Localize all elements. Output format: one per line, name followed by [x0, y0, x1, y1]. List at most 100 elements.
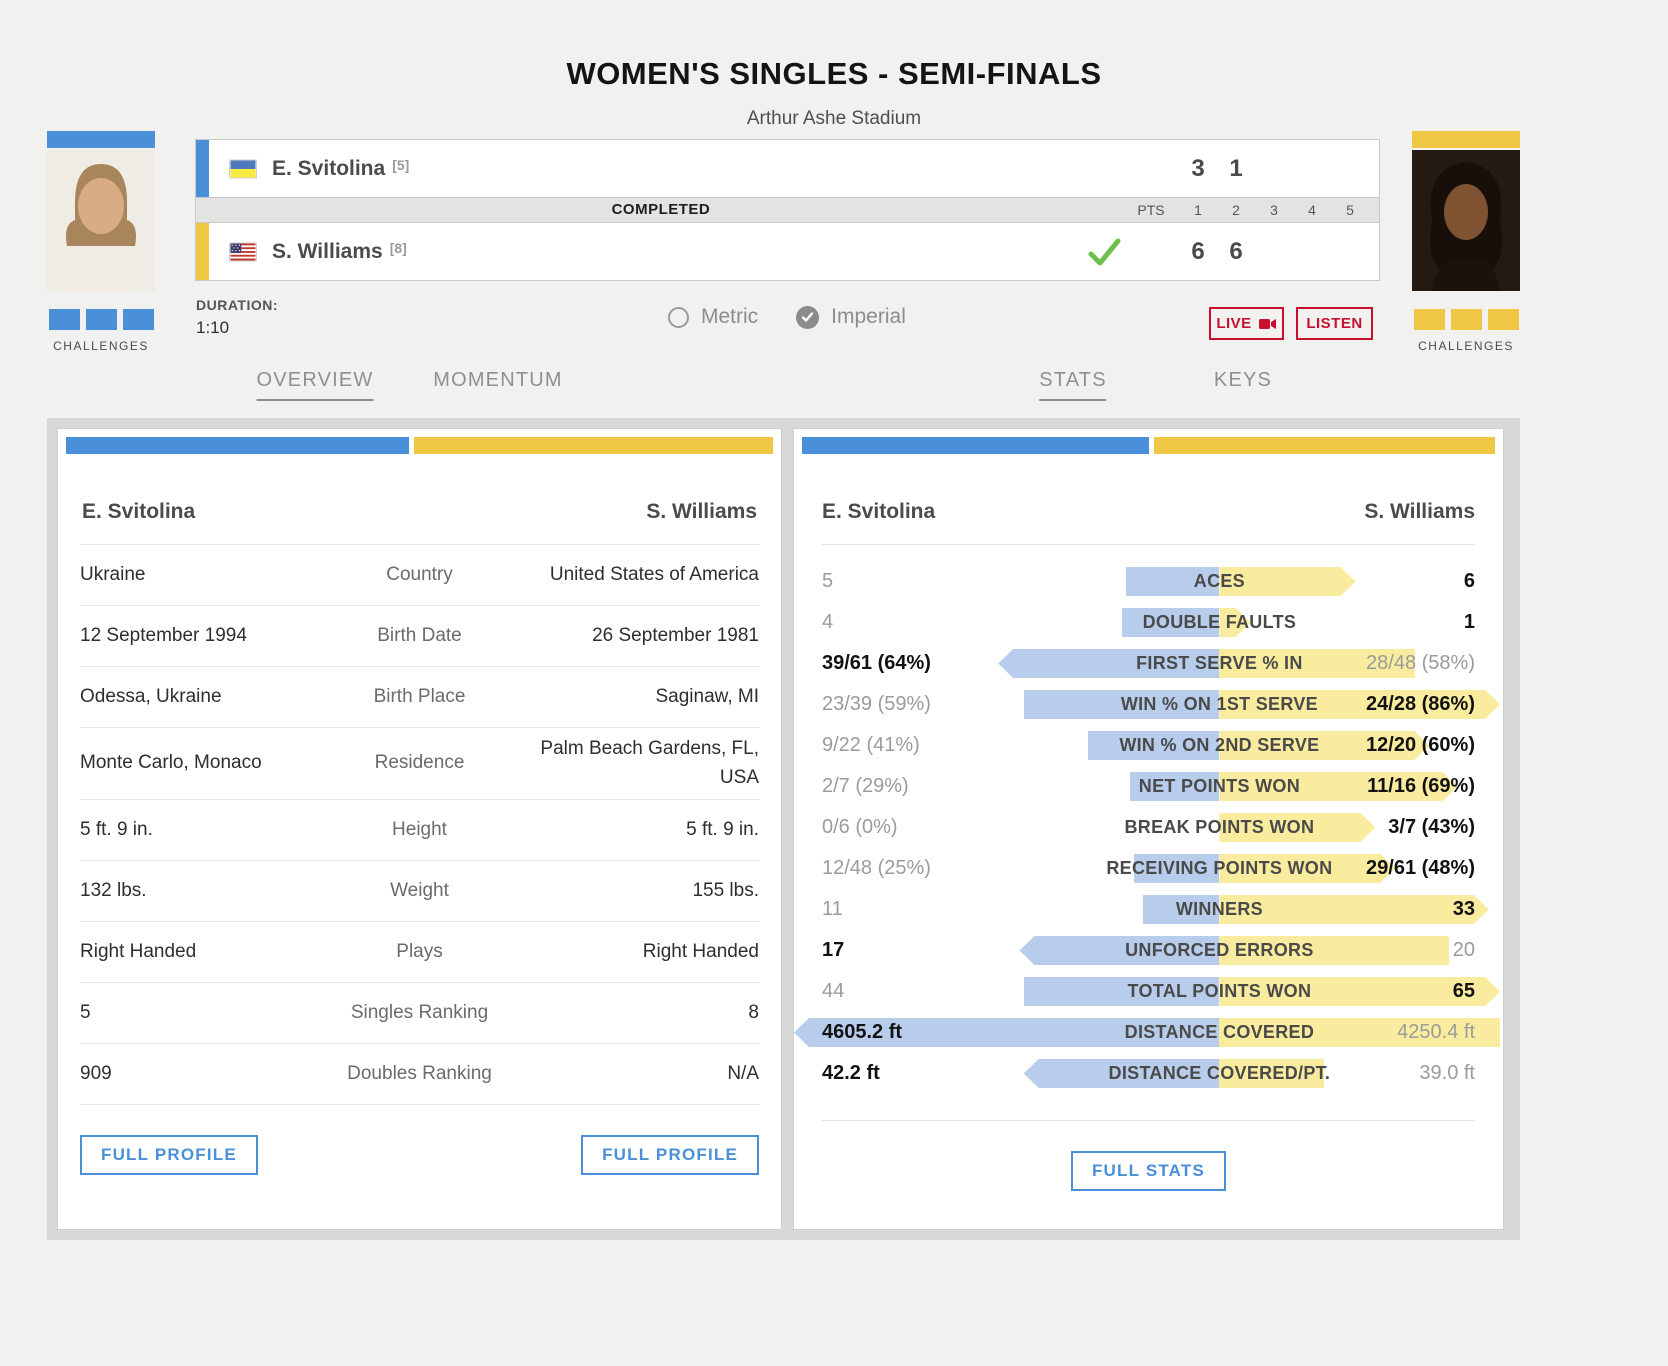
player-profile-comparison: E. Svitolina S. Williams Ukraine Country U…: [80, 454, 759, 1175]
stat-bar-player2: [1219, 1018, 1501, 1047]
profile-row: 5 ft. 9 in. Height 5 ft. 9 in.: [80, 799, 759, 860]
set-score: 3: [1191, 155, 1205, 182]
tab-overview[interactable]: OVERVIEW: [256, 369, 374, 401]
player1-set-scores: 3 1: [1123, 140, 1369, 197]
scoreboard-row-player1[interactable]: E. Svitolina [5] 3 1: [195, 139, 1380, 198]
player1-seed: [5]: [392, 157, 410, 173]
stat-bar-player2: [1219, 690, 1500, 719]
tab-momentum[interactable]: MOMENTUM: [433, 369, 563, 391]
profile-row: Odessa, Ukraine Birth Place Saginaw, MI: [80, 666, 759, 727]
stat-right-value: 28/48 (58%): [1366, 652, 1475, 674]
stat-label: DOUBLE FAULTS: [1142, 612, 1297, 632]
set-score: [1293, 223, 1331, 280]
player1-row-accent: [196, 140, 209, 197]
profile-row-label: Birth Date: [377, 624, 462, 646]
page-title: WOMEN'S SINGLES - SEMI-FINALS: [566, 56, 1102, 91]
challenges-label-right: CHALLENGES: [1418, 339, 1514, 353]
stat-left-value: 12/48 (25%): [822, 857, 931, 879]
stat-bar-player2: [1219, 854, 1395, 883]
stat-bar-player2: [1219, 731, 1429, 760]
challenge-square: [1450, 309, 1482, 330]
stat-right-value: 39.0 ft: [1419, 1062, 1475, 1084]
set-score: 6: [1191, 238, 1205, 265]
tab-stats[interactable]: STATS: [1039, 369, 1107, 401]
player1-accent-bar: [47, 131, 155, 148]
challenges-label-left: CHALLENGES: [53, 339, 149, 353]
imperial-label[interactable]: Imperial: [831, 305, 906, 328]
venue-subtitle: Arthur Ashe Stadium: [746, 108, 922, 129]
stat-right-value: 12/20 (60%): [1366, 734, 1475, 756]
overview-card-topbar: [66, 437, 773, 454]
stat-bar-player1: [1125, 567, 1220, 596]
stat-right-value: 29/61 (48%): [1366, 857, 1475, 879]
stat-bar-player2: [1219, 649, 1416, 678]
challenge-square: [1487, 309, 1519, 330]
stat-bar-player1: [1023, 977, 1220, 1006]
stat-rows: 5 ACES 6 4 DOUBLE FAULTS 1 39/61 (64%) FIRST SE…: [794, 561, 1503, 1094]
profile-right-value: 8: [748, 1001, 759, 1023]
stat-label: DISTANCE COVERED/PT.: [1108, 1063, 1331, 1083]
stat-bar-player2: [1219, 567, 1355, 596]
metric-radio[interactable]: [668, 306, 689, 328]
set-score: [1331, 223, 1369, 280]
profile-row: 12 September 1994 Birth Date 26 September …: [80, 605, 759, 666]
profile-row-label: Country: [386, 563, 453, 585]
overview-card: E. Svitolina S. Williams Ukraine Country U…: [57, 428, 782, 1230]
stat-row: 12/48 (25%) RECEIVING POINTS WON 29/61 (48…: [794, 848, 1503, 889]
stat-row: 44 TOTAL POINTS WON 65: [794, 971, 1503, 1012]
stat-row: 9/22 (41%) WIN % ON 2ND SERVE 12/20 (60%): [794, 725, 1503, 766]
profile-row-label: Residence: [374, 752, 465, 774]
full-profile-button-right[interactable]: FULL PROFILE: [581, 1135, 759, 1175]
profile-row: 132 lbs. Weight 155 lbs.: [80, 860, 759, 921]
stat-bar-player1: [1023, 1059, 1220, 1088]
stat-bar-player1: [1023, 690, 1220, 719]
video-camera-icon: [1258, 318, 1276, 329]
stat-left-value: 39/61 (64%): [822, 652, 931, 674]
stat-row: 2/7 (29%) NET POINTS WON 11/16 (69%): [794, 766, 1503, 807]
match-status: COMPLETED: [611, 201, 711, 218]
scoreboard-row-player2[interactable]: S. Williams [8] 6 6: [195, 222, 1380, 281]
profile-left-value: Monte Carlo, Monaco: [80, 752, 262, 774]
stat-bar-player1: [1142, 895, 1220, 924]
stat-label: WIN % ON 1ST SERVE: [1120, 694, 1318, 714]
unit-toggle: Metric Imperial: [668, 305, 906, 329]
winner-check-icon: [1088, 237, 1121, 267]
stat-label: WIN % ON 2ND SERVE: [1119, 735, 1320, 755]
set-score: 6: [1229, 238, 1243, 265]
stats-player2-name: S. Williams: [1364, 500, 1475, 523]
set-score: [1255, 140, 1293, 197]
stat-left-value: 23/39 (59%): [822, 693, 931, 715]
stat-left-value: 17: [822, 939, 845, 961]
full-profile-button-left[interactable]: FULL PROFILE: [80, 1135, 258, 1175]
full-stats-button[interactable]: FULL STATS: [1070, 1151, 1227, 1191]
content-panel: E. Svitolina S. Williams Ukraine Country U…: [47, 418, 1520, 1240]
profile-right-value: Palm Beach Gardens, FL, USA: [540, 738, 759, 788]
player2-seed: [8]: [389, 240, 407, 256]
stat-right-value: 11/16 (69%): [1367, 775, 1475, 797]
stat-bar-player2: [1219, 936, 1450, 965]
set-header: 5: [1346, 202, 1354, 218]
set-header: 3: [1270, 202, 1278, 218]
stat-bar-player2: [1219, 813, 1375, 842]
duration-label: DURATION:: [196, 297, 279, 313]
profile-left-value: 909: [80, 1062, 112, 1084]
profile-right-value: United States of America: [549, 563, 759, 585]
metric-label[interactable]: Metric: [701, 305, 759, 328]
profile-row-label: Plays: [396, 940, 443, 962]
stat-bar-player1: [794, 1018, 1220, 1047]
stat-right-value: 20: [1452, 939, 1475, 961]
usa-flag-icon: [229, 242, 257, 261]
imperial-radio-checked[interactable]: [796, 305, 820, 329]
live-button[interactable]: LIVE: [1209, 307, 1284, 340]
stat-left-value: 0/6 (0%): [822, 816, 898, 838]
stat-label: ACES: [1193, 571, 1245, 591]
stat-right-value: 6: [1463, 570, 1475, 592]
stats-player1-name: E. Svitolina: [822, 500, 936, 523]
tab-keys[interactable]: KEYS: [1213, 369, 1273, 391]
listen-button[interactable]: LISTEN: [1296, 307, 1373, 340]
challenge-square: [85, 309, 117, 330]
stat-bar-player1: [1087, 731, 1220, 760]
profile-row: 5 Singles Ranking 8: [80, 982, 759, 1043]
scoreboard-status-strip: COMPLETED PTS 1 2 3 4 5: [195, 198, 1380, 222]
profile-row-label: Doubles Ranking: [347, 1062, 492, 1084]
